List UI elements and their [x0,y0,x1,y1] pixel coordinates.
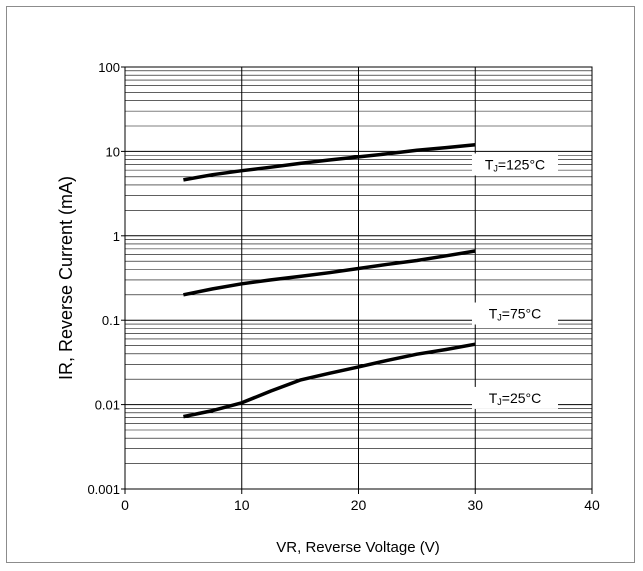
series-label-text: TJ=25°C [489,390,542,407]
y-tick-label: 100 [98,60,120,75]
x-tick-label: 10 [234,497,250,513]
y-tick-label: 10 [106,144,120,159]
series-label-bg [472,386,558,409]
series-label-bg [472,302,558,325]
series-label: TJ=125°C [472,153,558,176]
x-tick-label: 40 [584,497,600,513]
series-labels: TJ=125°C TJ=75°C TJ=25°C [472,153,558,409]
series-line [183,142,476,182]
series-label-text: TJ=125°C [485,156,545,173]
y-axis-label: IR, Reverse Current (mA) [56,176,76,380]
y-tick-label: 0.1 [102,313,120,328]
series-line [183,249,476,297]
tick-labels: 0 10 20 30 40 0.001 0.01 0.1 1 10 100 [87,60,600,513]
series-label-text: TJ=75°C [489,306,542,323]
x-tick-label: 20 [351,497,367,513]
y-tick-label: 0.001 [87,482,120,497]
x-axis-label: VR, Reverse Voltage (V) [276,539,439,556]
y-tick-label: 1 [113,229,120,244]
series-lines [183,142,476,419]
series-label: TJ=25°C [472,386,558,409]
x-tick-label: 30 [467,497,483,513]
y-tick-label: 0.01 [95,398,120,413]
series-label: TJ=75°C [472,302,558,325]
series-line [183,342,476,419]
grid-lines [124,67,593,490]
chart-frame [6,6,635,563]
series-label-bg [472,153,558,176]
x-tick-label: 0 [121,497,129,513]
